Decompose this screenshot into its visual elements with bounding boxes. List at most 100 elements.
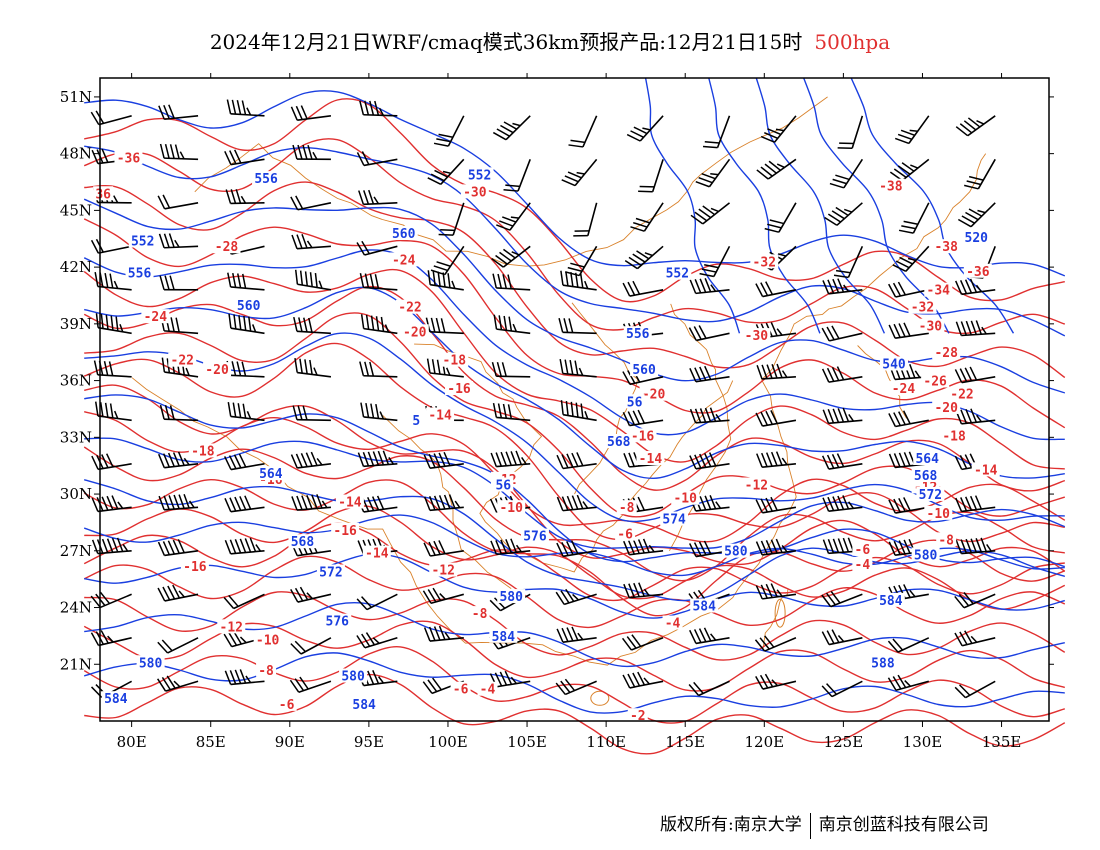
isotherm-label: -14 (365, 547, 389, 562)
isotherm-line (83, 446, 1065, 582)
label-bg (932, 345, 961, 360)
wind-barb (622, 368, 664, 386)
label-bg (628, 428, 657, 443)
label-bg (948, 386, 977, 401)
label-bg (217, 619, 246, 634)
isotherm-line (84, 591, 1066, 661)
wind-barb (954, 366, 996, 384)
wind-barb (558, 318, 597, 335)
isotherm-label: -16 (333, 524, 357, 539)
isotherm-label: -26 (923, 374, 947, 389)
wind-barb (430, 245, 465, 276)
wind-barb (764, 202, 797, 233)
label-bg (288, 534, 317, 549)
wind-barb (157, 539, 199, 557)
lat-tick-label: 24N (60, 599, 92, 617)
wind-barb (957, 202, 996, 228)
isotherm-line (83, 268, 1065, 470)
island-outline (774, 598, 786, 628)
label-bg (410, 413, 423, 428)
wind-barb (360, 314, 398, 335)
height-contour-label: 556 (254, 172, 278, 187)
label-bg (908, 299, 937, 314)
label-bg (389, 225, 418, 240)
wind-barb (829, 158, 864, 189)
label-bg (663, 265, 692, 280)
height-contour-line (84, 652, 1065, 714)
isotherm-label: -30 (919, 320, 943, 335)
border-line (857, 345, 907, 419)
label-bg (615, 526, 636, 541)
height-contour-label: 580 (499, 590, 523, 605)
isotherm-label: -14 (639, 452, 663, 467)
height-contour-label: 540 (882, 357, 906, 372)
isotherm-label: -8 (258, 664, 274, 679)
wind-barb (223, 453, 265, 471)
wind-barb (568, 115, 598, 148)
wind-barb (423, 540, 464, 557)
isotherm-label: -18 (942, 429, 966, 444)
wind-barb (702, 115, 731, 149)
label-bg (932, 239, 961, 254)
isotherm-label: -10 (256, 634, 280, 649)
wind-barb (427, 158, 465, 186)
wind-barb (556, 626, 597, 644)
isotherm-label: -22 (171, 354, 194, 369)
wind-barb (356, 151, 398, 167)
isotherm-line (83, 138, 1066, 335)
wind-barb (492, 273, 531, 291)
wind-barb (294, 358, 332, 378)
wind-barb (95, 313, 132, 335)
wind-barb (158, 494, 199, 511)
wind-barb (291, 234, 331, 250)
wind-barb (91, 495, 132, 513)
label-bg (460, 184, 489, 199)
label-bg (662, 615, 683, 630)
label-bg (971, 462, 1000, 477)
label-bg (93, 186, 114, 201)
height-contour-line (84, 286, 1065, 480)
wind-barb (228, 313, 265, 335)
isotherm-label: -6 (453, 683, 469, 698)
isotherm-label: -14 (428, 409, 452, 424)
label-bg (690, 598, 719, 613)
wind-barb (755, 538, 797, 556)
height-contour-label: 568 (291, 535, 315, 550)
wind-barb (360, 402, 398, 422)
wind-barb (689, 365, 730, 383)
wind-barb (955, 495, 996, 513)
wind-barb (225, 189, 265, 205)
isotherm-label: -24 (892, 382, 916, 397)
label-bg (623, 326, 652, 341)
wind-barb (821, 325, 863, 342)
label-bg (916, 486, 945, 501)
lon-tick-label: 125E (824, 733, 864, 751)
isotherm-line (84, 505, 1066, 610)
label-bg (742, 477, 771, 492)
wind-barb (426, 358, 464, 378)
wind-barb (224, 149, 265, 166)
wind-barb (422, 587, 464, 605)
height-contour-label: 568 (607, 435, 631, 450)
wind-barb (423, 494, 464, 512)
lon-tick-label: 115E (665, 733, 705, 751)
wind-barb (954, 630, 996, 647)
wind-barb (359, 273, 398, 291)
label-bg (921, 373, 950, 388)
wind-barb (289, 676, 332, 693)
height-contour-line (84, 90, 1066, 277)
wind-barb (503, 159, 531, 192)
isotherm-label: -22 (950, 388, 973, 403)
wind-barb (158, 104, 199, 121)
wind-barb (226, 99, 265, 117)
wind-barb (622, 409, 664, 427)
label-bg (323, 613, 352, 628)
height-contour-label: 552 (131, 235, 154, 250)
wind-barb (490, 538, 531, 556)
wind-barb (892, 245, 930, 273)
label-bg (114, 150, 143, 165)
wind-barb (556, 540, 597, 558)
label-bg (256, 466, 285, 481)
isotherm-label: -4 (665, 617, 681, 632)
wind-barb (356, 632, 398, 649)
